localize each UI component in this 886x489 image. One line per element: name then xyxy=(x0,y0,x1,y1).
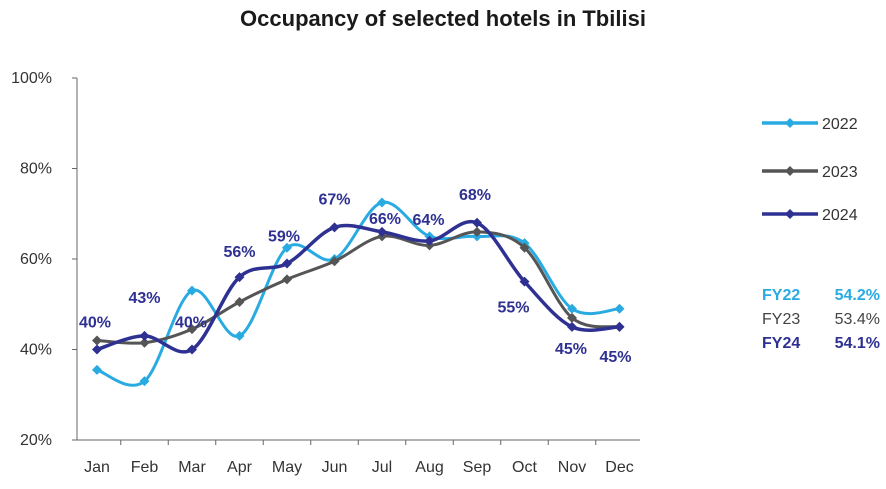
series-point-2023 xyxy=(139,337,150,348)
series-point-2024 xyxy=(567,321,577,332)
series-point-2024 xyxy=(614,321,625,332)
series-point-2024 xyxy=(424,235,435,246)
fy-value: 53.4% xyxy=(835,311,880,328)
data-label: 66% xyxy=(369,211,401,228)
data-label: 40% xyxy=(79,315,111,332)
series-point-2024 xyxy=(329,222,340,233)
y-tick-label: 20% xyxy=(20,432,52,449)
data-label: 45% xyxy=(599,349,631,366)
series-point-2023 xyxy=(329,256,340,267)
series-point-2024 xyxy=(472,217,482,228)
x-tick-label: Dec xyxy=(605,459,633,476)
x-tick-label: Sep xyxy=(463,459,492,476)
legend-label-2023: 2023 xyxy=(822,164,858,181)
legend-label-2022: 2022 xyxy=(822,116,858,133)
series-point-2022 xyxy=(92,364,102,375)
legend-marker-2023 xyxy=(785,166,795,176)
legend-label-2024: 2024 xyxy=(822,207,858,224)
y-tick-label: 40% xyxy=(20,342,52,359)
series-point-2023 xyxy=(567,312,577,323)
series-point-2023 xyxy=(472,226,482,237)
legend-marker-2022 xyxy=(785,118,795,128)
series-point-2024 xyxy=(377,226,387,237)
chart-title: Occupancy of selected hotels in Tbilisi xyxy=(240,6,646,31)
x-tick-label: Jul xyxy=(372,459,392,476)
series-point-2022 xyxy=(614,303,625,314)
fy-label: FY22 xyxy=(762,287,800,304)
axes: 20% 40% 60% 80% 100% Jan Feb Mar Apr May Jun Jul Aug… xyxy=(11,70,640,476)
data-label: 67% xyxy=(318,191,350,208)
series-point-2022 xyxy=(234,330,245,341)
series-point-2022 xyxy=(187,285,197,296)
series-point-2023 xyxy=(187,324,197,335)
y-tick-label: 80% xyxy=(20,161,52,178)
series-point-2024 xyxy=(139,330,150,341)
series-point-2024 xyxy=(187,344,197,355)
data-label: 43% xyxy=(128,290,160,307)
x-tick-label: Aug xyxy=(415,459,443,476)
x-tick-label: Nov xyxy=(558,459,586,476)
series-point-2023 xyxy=(92,335,102,346)
series-point-2024 xyxy=(92,344,102,355)
x-tick-label: Jun xyxy=(322,459,348,476)
series-point-2024 xyxy=(519,276,530,287)
x-tick-label: Mar xyxy=(178,459,206,476)
data-label: 45% xyxy=(555,341,587,358)
data-labels: 40% 43% 40% 56% 59% 67% 66% 64% 68% 55% 45% 45% xyxy=(79,187,632,366)
series-lines xyxy=(92,197,625,387)
series-point-2022 xyxy=(567,303,577,314)
fy-value: 54.1% xyxy=(835,335,880,352)
series-point-2023 xyxy=(234,296,245,307)
fy-value: 54.2% xyxy=(835,287,880,304)
fy-annotations: FY22 54.2% FY23 53.4% FY24 54.1% xyxy=(762,287,880,352)
series-point-2022 xyxy=(377,197,387,208)
series-point-2024 xyxy=(234,272,245,283)
x-tick-label: Feb xyxy=(131,459,159,476)
y-tick-label: 100% xyxy=(11,70,52,87)
data-label: 55% xyxy=(497,300,529,317)
series-point-2022 xyxy=(282,242,292,253)
series-point-2023 xyxy=(282,274,292,285)
fy-label: FY23 xyxy=(762,311,800,328)
data-label: 64% xyxy=(412,212,444,229)
series-point-2024 xyxy=(282,258,292,269)
legend: 2022 2023 2024 xyxy=(762,116,858,224)
x-tick-label: Oct xyxy=(512,459,537,476)
data-label: 40% xyxy=(175,315,207,332)
fy-label: FY24 xyxy=(762,335,800,352)
x-tick-label: May xyxy=(272,459,302,476)
series-point-2022 xyxy=(139,376,150,387)
series-point-2023 xyxy=(519,242,530,253)
legend-marker-2024 xyxy=(785,209,795,219)
series-line-2022 xyxy=(95,200,621,387)
x-tick-label: Apr xyxy=(227,459,253,476)
data-label: 68% xyxy=(459,187,491,204)
data-label: 56% xyxy=(223,244,255,261)
data-label: 59% xyxy=(268,229,300,246)
x-tick-label: Jan xyxy=(84,459,110,476)
series-line-2024 xyxy=(95,219,622,354)
y-tick-label: 60% xyxy=(20,251,52,268)
